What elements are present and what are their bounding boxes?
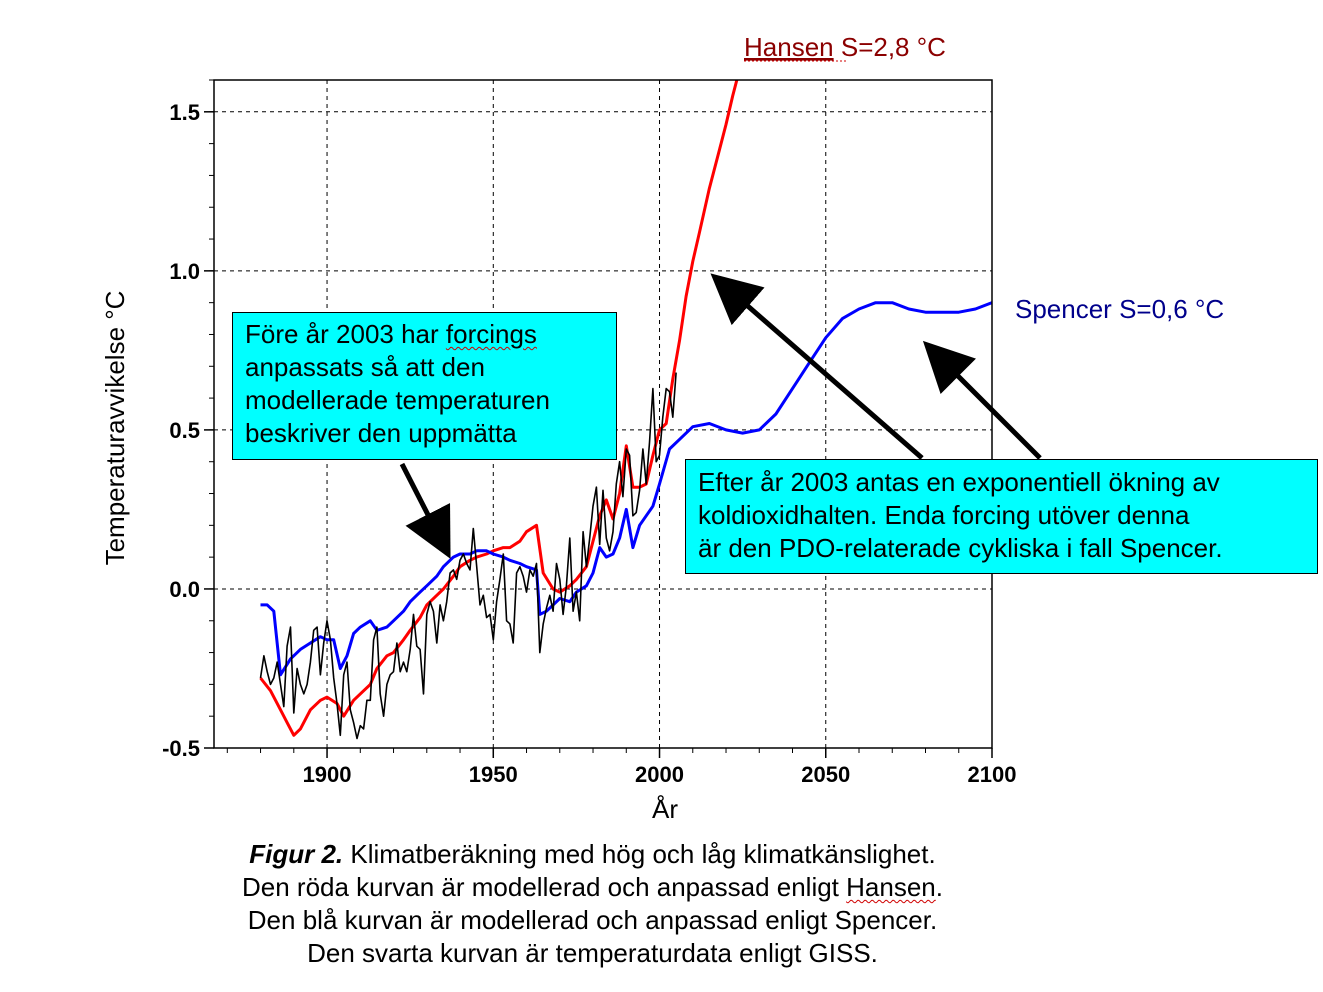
x-tick-label: 1900: [303, 762, 352, 787]
hansen-series-label: Hansen S=2,8 °C: [744, 32, 946, 62]
series-line-spencer: [260, 301, 992, 677]
annotation-before-2003: Före år 2003 har forcings anpassats så a…: [232, 312, 617, 460]
annotation-before-line4: beskriver den uppmätta: [245, 418, 517, 448]
spencer-series-label: Spencer S=0,6 °C: [1015, 294, 1224, 324]
caption-hansen-word: Hansen: [846, 872, 936, 902]
annotation-after-line3: är den PDO-relaterade cykliska i fall Sp…: [698, 533, 1223, 563]
figure-caption: Figur 2. Klimatberäkning med hög och låg…: [0, 838, 1185, 970]
y-tick-label: 0.5: [169, 418, 200, 443]
x-tick-label: 2050: [801, 762, 850, 787]
arrow-to-hansen: [710, 273, 924, 460]
caption-line1: Figur 2. Klimatberäkning med hög och låg…: [0, 838, 1185, 871]
annotation-before-line2: anpassats så att den: [245, 352, 485, 382]
y-axis-label: Temperaturavvikelse °C: [100, 291, 130, 566]
caption-lead: Figur 2.: [249, 839, 344, 869]
caption-line3: Den blå kurvan är modellerad och anpassa…: [247, 905, 938, 935]
caption-line2-end: .: [935, 872, 943, 902]
ticks: -0.5 0.0 0.5 1.0 1.5 1900 1950 2000 2050 2100: [162, 79, 1017, 787]
annotation-after-line1: Efter år 2003 antas en exponentiell ökni…: [698, 467, 1220, 497]
caption-line2: Den röda kurvan är modellerad och anpass…: [0, 871, 1185, 904]
x-tick-label: 1950: [469, 762, 518, 787]
series-line-hansen: [259, 80, 739, 737]
x-tick-label: 2100: [968, 762, 1017, 787]
series-line-giss: [259, 372, 677, 740]
y-tick-label: 1.0: [169, 259, 200, 284]
y-tick-label: 0.0: [169, 577, 200, 602]
caption-line1-text: Klimatberäkning med hög och låg klimatkä…: [343, 839, 936, 869]
x-axis-label: År: [652, 794, 678, 824]
y-tick-label: -0.5: [162, 736, 200, 761]
annotation-after-2003: Efter år 2003 antas en exponentiell ökni…: [685, 459, 1318, 574]
x-tick-label: 2000: [635, 762, 684, 787]
hansen-label-word: Hansen: [744, 32, 834, 62]
annotation-before-line1-text: Före år 2003 har: [245, 319, 446, 349]
plot-frame: [213, 79, 993, 749]
caption-line4: Den svarta kurvan är temperaturdata enli…: [307, 938, 878, 968]
y-tick-label: 1.5: [169, 100, 200, 125]
annotation-before-line1: Före år 2003 har forcings: [245, 318, 616, 351]
series-layer: [259, 80, 992, 740]
annotation-forcings-word: forcings: [445, 319, 537, 349]
arrow-to-spencer: [922, 340, 1042, 460]
arrow-left-box: [399, 462, 451, 559]
annotation-before-line3: modellerade temperaturen: [245, 385, 550, 415]
hansen-label-rest: S=2,8 °C: [834, 32, 946, 62]
annotation-after-line2: koldioxidhalten. Enda forcing utöver den…: [698, 500, 1190, 530]
caption-line2-text: Den röda kurvan är modellerad och anpass…: [241, 872, 847, 902]
